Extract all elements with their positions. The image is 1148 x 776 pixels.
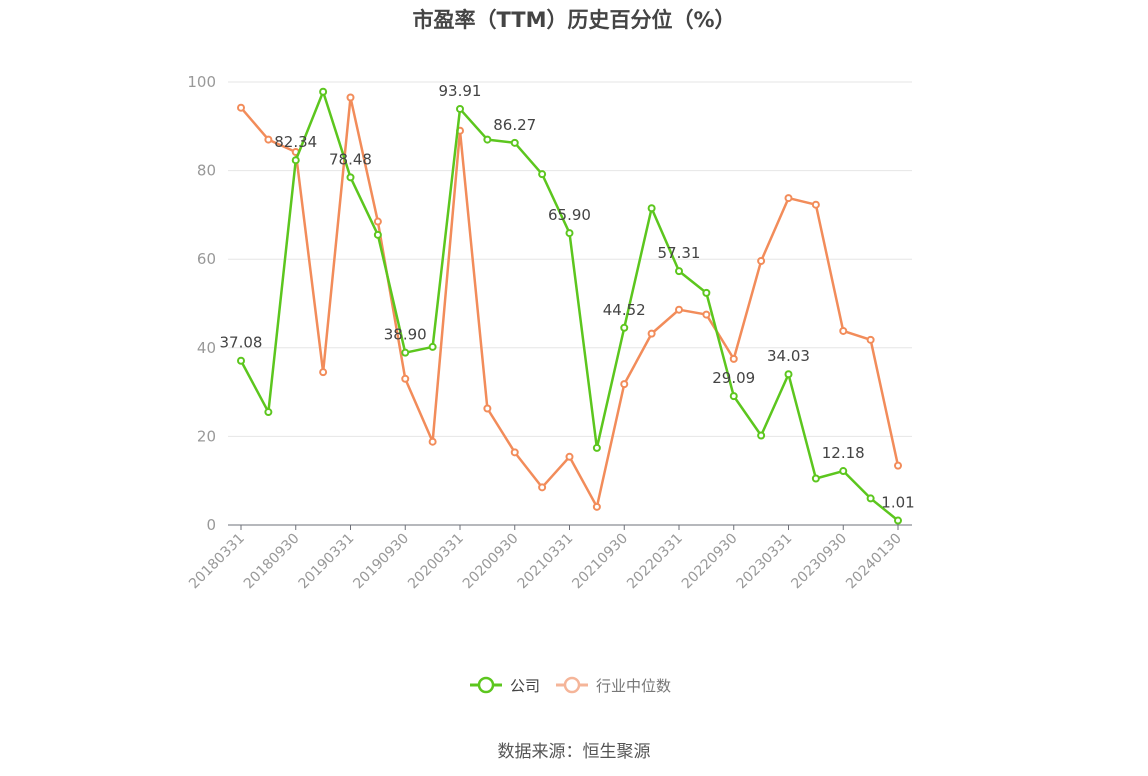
x-tick-label: 20190331 <box>296 531 358 593</box>
data-point[interactable] <box>729 392 738 401</box>
data-point[interactable] <box>592 502 601 511</box>
x-tick-label: 20180930 <box>241 531 303 593</box>
y-tick-label: 100 <box>187 73 216 91</box>
data-point[interactable] <box>647 329 656 338</box>
data-point[interactable] <box>702 310 711 319</box>
data-label: 44.52 <box>603 301 646 319</box>
data-point[interactable] <box>483 404 492 413</box>
data-label: 12.18 <box>822 444 865 462</box>
y-tick-label: 20 <box>197 427 216 445</box>
data-label: 93.91 <box>439 82 482 100</box>
x-tick-label: 20220930 <box>679 531 741 593</box>
x-tick-label: 20230331 <box>734 531 796 593</box>
data-label: 34.03 <box>767 347 810 365</box>
data-point[interactable] <box>811 200 820 209</box>
legend-label: 行业中位数 <box>596 677 671 695</box>
data-point[interactable] <box>291 156 300 165</box>
x-tick-label: 20200930 <box>460 531 522 593</box>
data-point[interactable] <box>565 229 574 238</box>
data-point[interactable] <box>784 370 793 379</box>
data-point[interactable] <box>373 217 382 226</box>
data-label: 78.48 <box>329 150 372 168</box>
data-point[interactable] <box>538 483 547 492</box>
legend-item-industry-median[interactable]: 行业中位数 <box>556 676 671 695</box>
legend-item-company[interactable]: 公司 <box>470 676 540 695</box>
data-point[interactable] <box>894 516 902 525</box>
data-label: 37.08 <box>220 334 263 352</box>
data-point[interactable] <box>620 380 629 389</box>
source-note: 数据来源：恒生聚源 <box>497 742 651 762</box>
data-point[interactable] <box>839 326 848 335</box>
y-tick-label: 80 <box>197 162 216 180</box>
data-point[interactable] <box>757 256 766 265</box>
y-tick-label: 0 <box>206 516 216 534</box>
x-axis: 2018033120180930201903312019093020200331… <box>186 524 912 593</box>
data-point[interactable] <box>428 342 437 351</box>
data-point[interactable] <box>675 305 683 314</box>
data-point[interactable] <box>866 335 875 344</box>
data-point[interactable] <box>811 474 820 483</box>
series-layer <box>237 87 902 525</box>
grid-lines <box>228 81 912 437</box>
legend-marker <box>477 676 495 694</box>
data-label: 82.34 <box>274 133 317 151</box>
data-label: 57.31 <box>658 244 701 262</box>
x-tick-label: 20240130 <box>843 531 905 593</box>
y-tick-label: 60 <box>197 250 216 268</box>
data-point[interactable] <box>538 170 547 179</box>
data-label: 65.90 <box>548 206 591 224</box>
data-point[interactable] <box>757 431 766 440</box>
x-tick-label: 20180331 <box>186 531 248 593</box>
data-point[interactable] <box>264 135 273 144</box>
data-point[interactable] <box>401 374 410 383</box>
data-point[interactable] <box>647 204 656 213</box>
data-point[interactable] <box>592 443 601 452</box>
x-tick-label: 20200331 <box>405 531 467 593</box>
x-tick-label: 20210331 <box>515 531 577 593</box>
data-point[interactable] <box>894 461 902 470</box>
data-point[interactable] <box>264 408 273 417</box>
x-tick-label: 20190930 <box>350 531 412 593</box>
data-point[interactable] <box>784 194 793 203</box>
data-point[interactable] <box>456 104 464 113</box>
y-tick-label: 40 <box>197 339 216 357</box>
data-label: 38.90 <box>384 326 427 344</box>
legend-label: 公司 <box>510 677 540 695</box>
data-label: 86.27 <box>493 116 536 134</box>
data-point[interactable] <box>702 288 711 297</box>
data-point[interactable] <box>675 267 683 276</box>
data-point[interactable] <box>565 452 574 461</box>
data-point[interactable] <box>483 135 492 144</box>
x-tick-label: 20230930 <box>788 531 850 593</box>
x-tick-label: 20220331 <box>624 531 686 593</box>
data-labels: 37.08 82.34 78.48 38.90 93.91 86.27 65.90 44.52… <box>220 82 915 512</box>
data-point[interactable] <box>401 348 410 357</box>
data-point[interactable] <box>866 494 875 503</box>
data-point[interactable] <box>373 230 382 239</box>
data-label: 1.01 <box>881 494 914 512</box>
data-point[interactable] <box>428 437 437 446</box>
data-point[interactable] <box>620 323 629 332</box>
legend-marker <box>563 676 581 694</box>
data-point[interactable] <box>729 354 738 363</box>
data-point[interactable] <box>237 103 245 112</box>
legend: 公司 行业中位数 <box>470 676 671 695</box>
data-point[interactable] <box>510 448 519 457</box>
y-axis: 0 20 40 60 80 100 <box>187 73 216 534</box>
data-point[interactable] <box>510 138 519 147</box>
data-point[interactable] <box>237 356 245 365</box>
data-point[interactable] <box>346 93 355 102</box>
data-point[interactable] <box>319 368 328 377</box>
data-point[interactable] <box>319 87 328 96</box>
data-point[interactable] <box>839 467 848 476</box>
chart-title: 市盈率（TTM）历史百分位（%） <box>412 8 736 32</box>
x-tick-label: 20210930 <box>569 531 631 593</box>
data-label: 29.09 <box>712 369 755 387</box>
data-point[interactable] <box>346 173 355 182</box>
